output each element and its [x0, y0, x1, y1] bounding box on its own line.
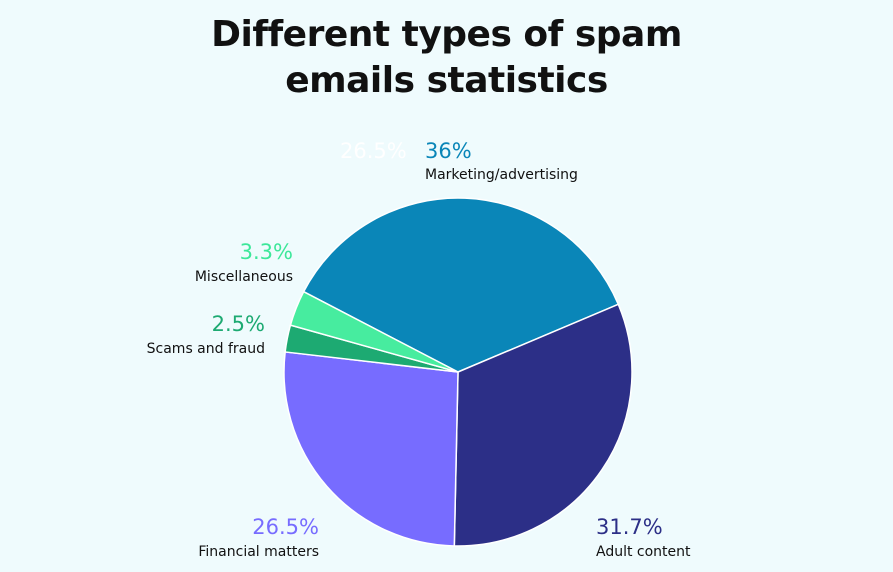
label-adult-content: 31.7% Adult content — [596, 515, 691, 560]
category-label-scams: Scams and fraud — [147, 341, 265, 357]
chart-title-line-1: Different types of spam — [211, 14, 682, 55]
pie-slice-miscellaneous — [289, 290, 459, 373]
stray-percent-label: 26.5% — [340, 139, 407, 163]
pie-slices — [283, 197, 633, 547]
category-label-financial: Financial matters — [198, 544, 319, 560]
pie-slice-marketing-advertising — [302, 197, 620, 373]
pie-slice-financial-matters — [283, 351, 459, 547]
category-label-adult: Adult content — [596, 544, 691, 560]
category-label-miscellaneous: Miscellaneous — [195, 269, 293, 285]
percent-label-marketing: 36% — [425, 139, 472, 163]
percent-label-financial: 26.5% — [252, 515, 319, 539]
chart-title-line-2: emails statistics — [285, 60, 608, 101]
label-scams-and-fraud: 2.5% Scams and fraud — [147, 312, 265, 357]
percent-label-adult: 31.7% — [596, 515, 663, 539]
pie-slice-adult-content — [453, 303, 633, 547]
chart-title: Different types of spam emails statistic… — [0, 12, 893, 104]
label-miscellaneous: 3.3% Miscellaneous — [195, 240, 293, 285]
percent-label-miscellaneous: 3.3% — [240, 240, 293, 264]
label-financial-matters: 26.5% Financial matters — [198, 515, 319, 560]
label-marketing-advertising: 36% Marketing/advertising — [425, 139, 578, 183]
category-label-marketing: Marketing/advertising — [425, 167, 578, 183]
percent-label-scams: 2.5% — [212, 312, 265, 336]
